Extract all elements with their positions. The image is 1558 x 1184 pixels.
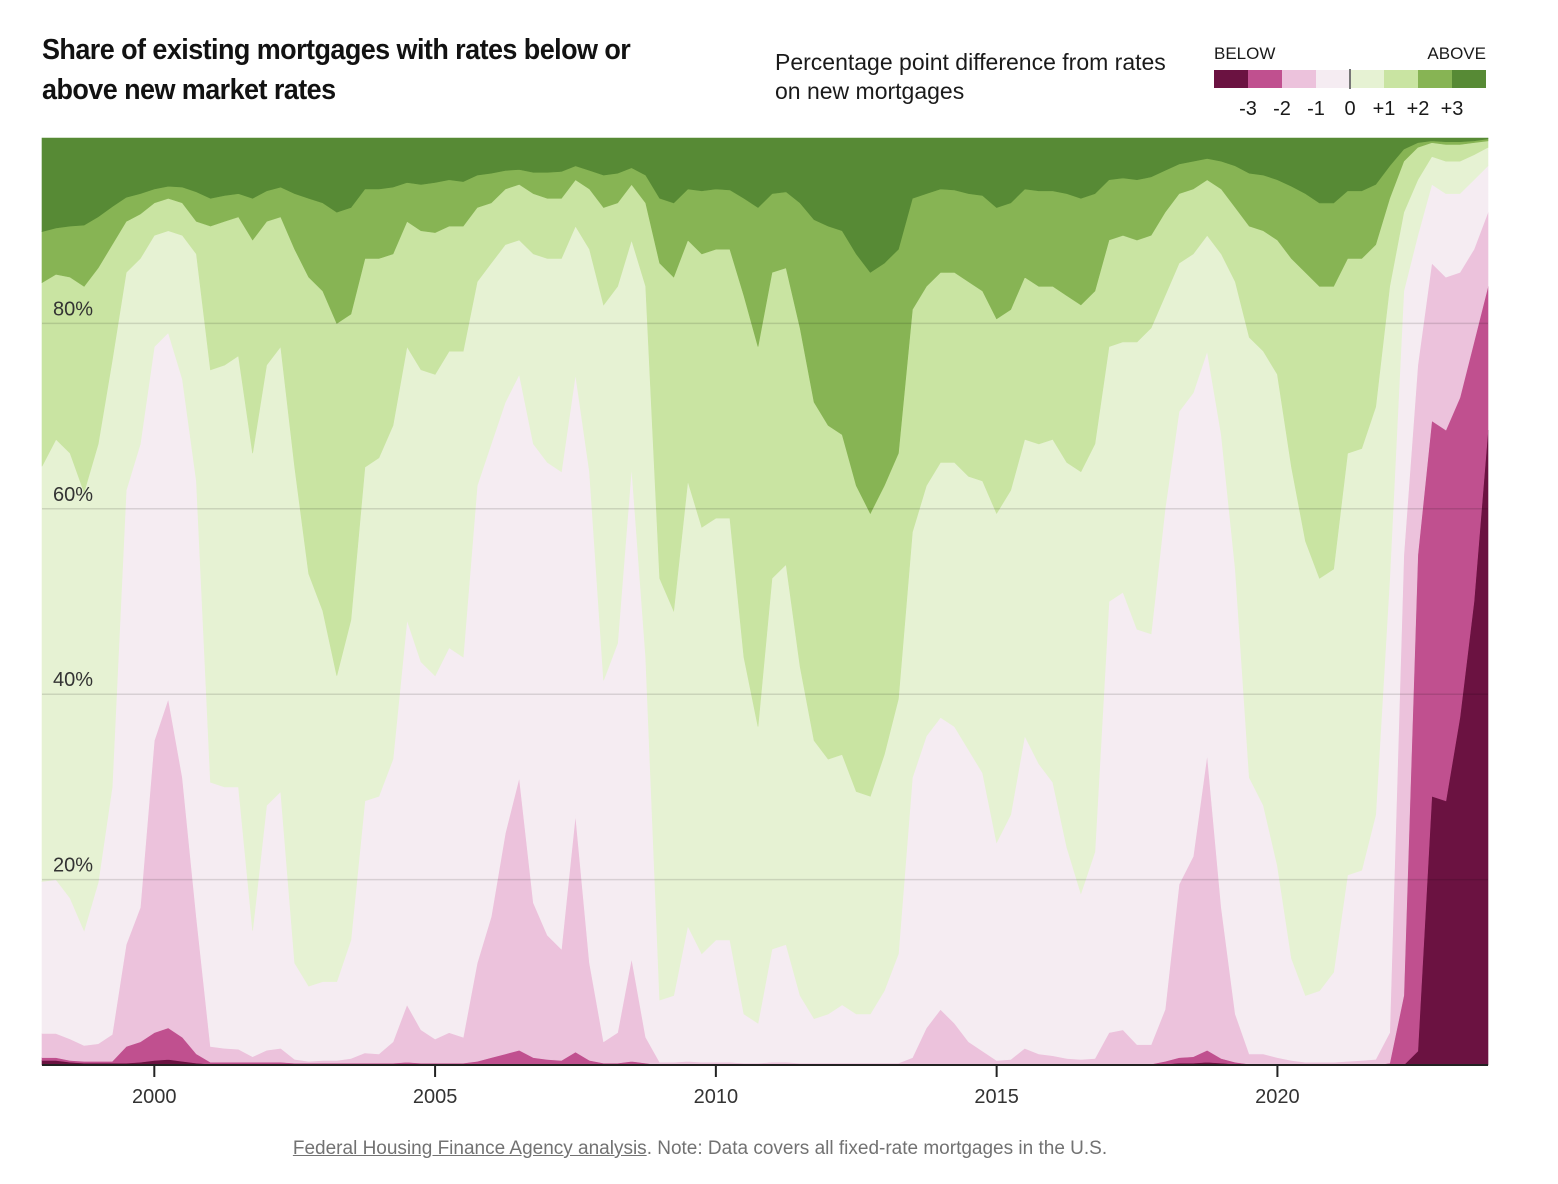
area-bands [41,137,1489,1066]
x-tick-label: 2005 [413,1086,458,1108]
legend-tick-label: +3 [1440,98,1464,120]
chart-title: Share of existing mortgages with rates b… [42,34,631,106]
legend-swatch [1452,70,1486,88]
legend-swatch [1350,70,1384,88]
legend-tick-labels: -3 -2 -1 0 +1 +2 +3 [1214,98,1486,124]
x-tick-label: 2020 [1255,1086,1300,1108]
legend-tick-label: +2 [1406,98,1430,120]
legend-swatch [1282,70,1316,88]
legend-swatch [1214,70,1248,88]
y-axis-labels: 20% 40% 60% 80% [53,298,93,876]
source-link[interactable]: Federal Housing Finance Agency analysis [292,1138,647,1159]
legend-swatch [1248,70,1282,88]
legend-zero-marker [1349,69,1351,89]
legend-tick-label: -3 [1239,98,1257,120]
legend-swatch [1418,70,1452,88]
legend-subtitle: Percentage point difference from rates o… [775,49,1166,104]
legend-swatch [1384,70,1418,88]
legend-tick-label: +1 [1372,98,1396,120]
source-note-text: . Note: Data covers all fixed-rate mortg… [646,1138,1108,1159]
y-tick-label: 80% [53,298,93,320]
y-tick-label: 20% [53,855,93,877]
legend-below-label: BELOW [1214,44,1276,63]
legend-tick-label: -1 [1307,98,1325,120]
legend-above-label: ABOVE [1427,44,1486,63]
x-tick-label: 2015 [974,1086,1019,1108]
legend-tick-label: -2 [1273,98,1291,120]
legend-tick-label: 0 [1344,98,1356,120]
legend-color-bar [1214,69,1486,89]
x-tick-label: 2000 [132,1086,177,1108]
source-note: Federal Housing Finance Agency analysis.… [0,1138,1400,1160]
area-band-above-4 [41,137,1489,273]
x-tick-label: 2010 [694,1086,739,1108]
y-tick-label: 40% [53,669,93,691]
gridlines [42,322,1488,881]
x-axis: 2000 2005 2010 2015 2020 [42,1064,1488,1108]
legend-swatch [1316,70,1350,88]
color-legend: BELOW ABOVE -3 -2 -1 0 +1 +2 +3 [1214,44,1486,124]
y-tick-label: 60% [53,484,93,506]
